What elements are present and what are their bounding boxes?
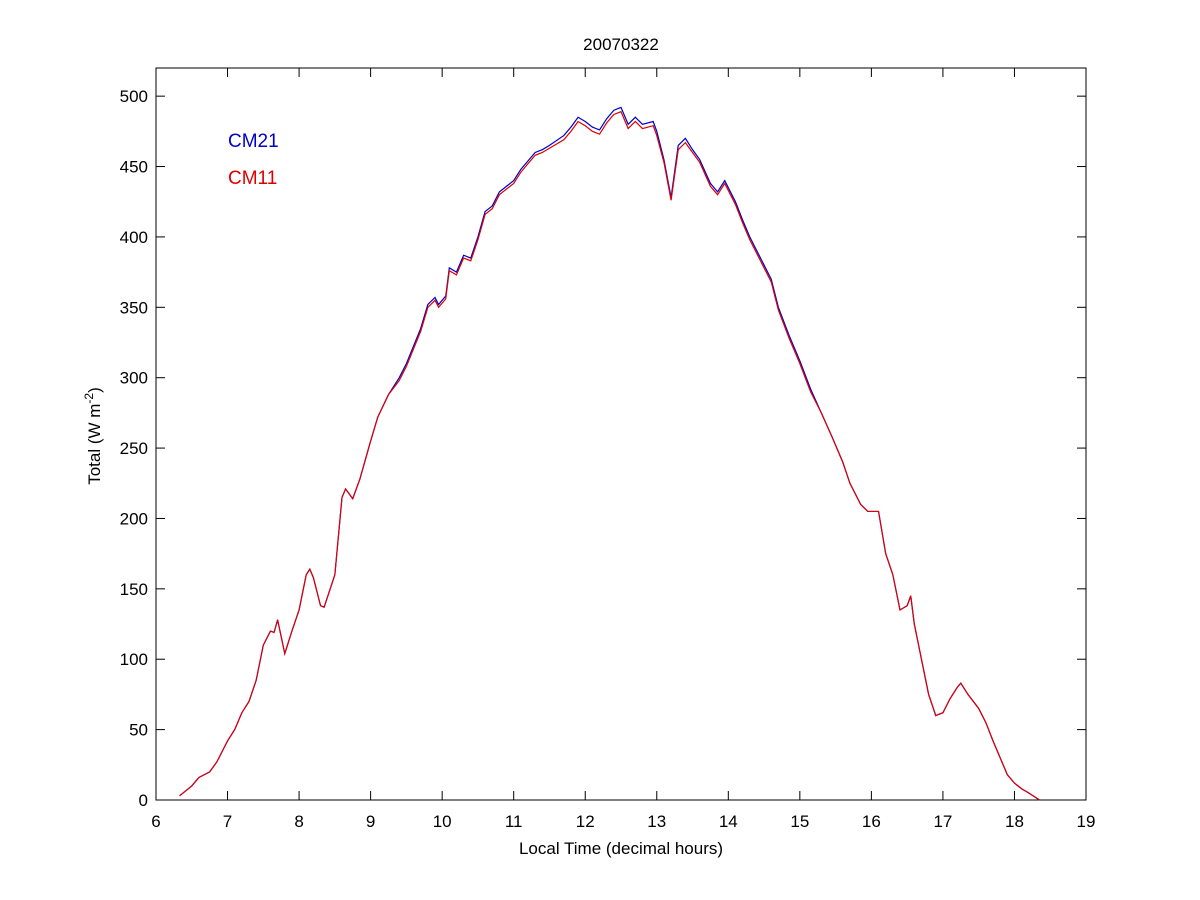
- legend-label: CM21: [228, 131, 279, 152]
- line-series: [179, 110, 1040, 801]
- y-tick-label: 300: [120, 369, 148, 388]
- x-tick-label: 8: [294, 812, 303, 831]
- x-tick-label: 14: [719, 812, 738, 831]
- y-tick-label: 400: [120, 228, 148, 247]
- x-axis-label: Local Time (decimal hours): [519, 839, 723, 858]
- y-tick-label: 150: [120, 580, 148, 599]
- y-axis-label: Total (W m-2): [82, 387, 104, 485]
- x-tick-label: 16: [862, 812, 881, 831]
- x-tick-label: 7: [223, 812, 232, 831]
- y-label-sup: -2: [82, 393, 96, 404]
- y-tick-label: 0: [139, 791, 148, 810]
- y-tick-label: 100: [120, 650, 148, 669]
- y-tick-label: 450: [120, 158, 148, 177]
- y-tick-label: 350: [120, 298, 148, 317]
- x-tick-label: 13: [647, 812, 666, 831]
- legend-label: CM11: [228, 168, 277, 189]
- y-label-text: Total (W m: [85, 404, 104, 485]
- x-tick-label: 12: [576, 812, 595, 831]
- x-tick-label: 10: [433, 812, 452, 831]
- plot-frame: [155, 67, 1087, 801]
- x-tick-label: 19: [1077, 812, 1096, 831]
- x-tick-label: 17: [933, 812, 952, 831]
- y-tick-label: 50: [129, 721, 148, 740]
- x-tick-label: 15: [790, 812, 809, 831]
- y-tick-label: 500: [120, 87, 148, 106]
- chart-title: 20070322: [583, 35, 659, 54]
- y-tick-label: 200: [120, 509, 148, 528]
- x-tick-label: 11: [505, 812, 523, 831]
- y-tick-label: 250: [120, 439, 148, 458]
- x-tick-label: 6: [151, 812, 160, 831]
- x-tick-label: 18: [1005, 812, 1024, 831]
- y-label-end: ): [85, 387, 104, 393]
- x-tick-label: 9: [366, 812, 375, 831]
